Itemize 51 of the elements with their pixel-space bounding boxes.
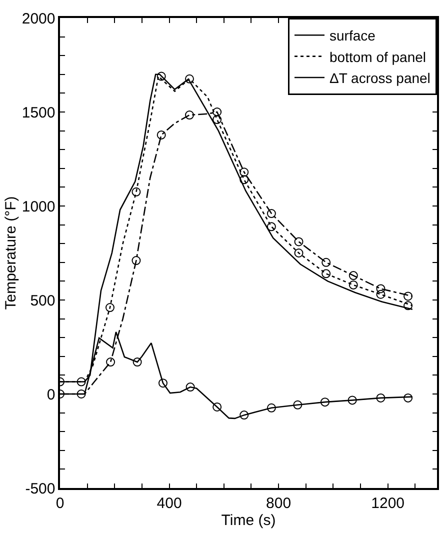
point [322,269,331,278]
point [158,378,168,388]
point [266,403,276,412]
point [348,271,358,280]
point [76,377,86,386]
point [348,280,358,290]
point [105,303,114,312]
point [240,175,249,184]
point [404,393,413,402]
point [376,290,386,299]
y-tick-label: 2000 [22,10,56,28]
point [322,258,331,267]
point [184,110,194,120]
point [348,396,357,405]
point [266,222,276,232]
point [132,256,141,266]
point [320,398,330,407]
y-tick-label: 0 [46,386,56,404]
point [132,358,142,367]
point [404,301,413,310]
point [294,237,304,246]
point [76,390,86,398]
point [376,393,386,402]
point [240,410,249,420]
x-axis-title: Time (s) [221,512,276,529]
x-tick-label: 800 [266,494,292,512]
y-axis-title: Temperature (°F) [2,196,20,310]
point [184,74,194,84]
y-tick-label: 1500 [22,104,56,122]
point [266,209,276,218]
point [376,284,386,294]
y-tick-label: -500 [25,480,56,498]
y-tick-label: 500 [30,292,56,310]
point [106,358,116,367]
point [212,108,222,116]
point [186,382,195,392]
legend-label: surface [330,28,376,44]
x-tick-label: 400 [156,494,182,512]
point [132,187,141,196]
legend-label: bottom of panel [330,48,426,65]
y-tick-label: 1000 [22,198,56,216]
point [156,72,166,81]
point [294,248,304,258]
point [240,168,249,177]
legend-label: ΔT across panel [330,70,430,86]
point [212,115,222,124]
point [156,130,166,140]
point [212,402,222,412]
x-tick-label: 1200 [371,494,405,512]
point [404,292,413,301]
point [293,400,302,410]
